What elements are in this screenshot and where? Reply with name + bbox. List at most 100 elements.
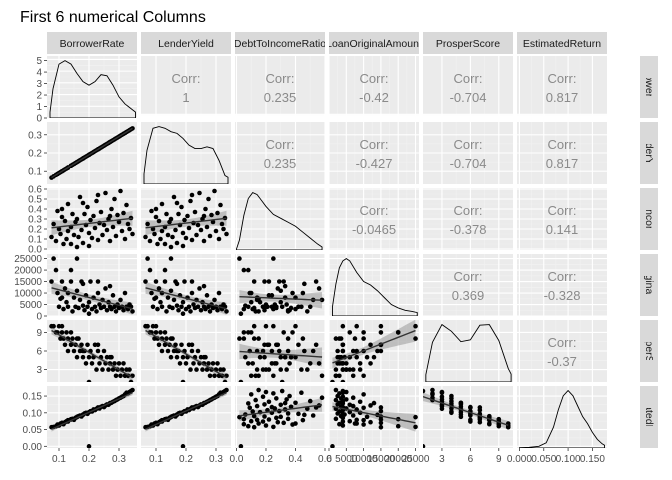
data-point	[68, 279, 74, 284]
data-point	[86, 444, 92, 448]
data-point	[357, 361, 363, 366]
data-point	[284, 302, 289, 307]
data-point	[188, 367, 193, 372]
data-point	[344, 389, 349, 395]
panel-loan-original-amount-vs-loan-original-amount	[328, 254, 419, 317]
strip-label: DebtToIncomeRatio	[643, 173, 655, 265]
data-point	[174, 354, 180, 360]
data-point	[256, 336, 261, 341]
x-tick-label: 15000	[367, 454, 395, 465]
data-point	[269, 348, 275, 354]
regression-line	[145, 329, 227, 379]
data-point	[159, 304, 165, 310]
data-point	[368, 419, 373, 425]
data-point	[271, 256, 276, 261]
data-point	[180, 230, 186, 236]
data-point	[251, 279, 257, 284]
data-point	[337, 409, 342, 414]
data-point	[86, 230, 92, 236]
data-point	[59, 323, 65, 329]
data-point	[430, 387, 435, 393]
data-point	[198, 227, 204, 233]
panel-estimated-return-vs-loan-original-amount	[328, 386, 419, 448]
x-tick-label: 0.3	[209, 454, 223, 465]
data-point	[171, 194, 177, 200]
panel-debt-to-income-ratio-vs-borrower-rate	[47, 188, 137, 250]
data-point	[180, 299, 186, 305]
data-point	[364, 354, 370, 360]
data-point	[176, 307, 181, 313]
data-point	[337, 391, 342, 396]
data-point	[262, 402, 267, 407]
data-point	[219, 221, 225, 227]
data-point	[80, 303, 86, 308]
data-point	[340, 423, 346, 428]
regression-line	[423, 396, 509, 426]
data-point	[164, 211, 169, 217]
y-tick-label: 2	[36, 91, 42, 102]
data-point	[265, 342, 270, 348]
data-point	[293, 400, 298, 406]
data-point	[251, 424, 257, 430]
data-point	[107, 213, 113, 219]
data-point	[68, 267, 74, 273]
data-point	[245, 423, 251, 429]
data-point	[173, 342, 178, 348]
corr-label: Corr:	[172, 71, 201, 86]
density-layer	[425, 323, 512, 382]
data-point	[253, 397, 258, 403]
data-point	[347, 418, 353, 424]
data-point	[122, 236, 128, 242]
data-point	[109, 206, 114, 212]
data-point	[333, 336, 339, 341]
data-point	[103, 190, 108, 196]
x-tick-label: 0.150	[580, 454, 605, 465]
data-point	[245, 267, 251, 273]
strip-label: LoanOriginalAmount	[643, 237, 655, 333]
data-point	[313, 279, 319, 284]
y-tick-label: 4	[36, 68, 42, 79]
density-curve	[332, 258, 418, 316]
data-point	[266, 417, 272, 422]
data-point	[113, 233, 119, 239]
strip-background	[640, 122, 658, 184]
corr-label: Corr:	[454, 137, 483, 152]
data-point	[82, 307, 87, 313]
data-point	[243, 354, 248, 360]
data-point	[153, 330, 159, 335]
data-point	[350, 395, 356, 401]
data-point	[68, 330, 74, 335]
panel-prosper-score-vs-lender-yield	[141, 320, 231, 382]
data-point	[344, 367, 349, 372]
data-point	[290, 290, 295, 296]
data-point	[221, 367, 226, 372]
data-point	[468, 417, 473, 423]
data-point	[59, 206, 65, 212]
data-point	[179, 204, 184, 210]
data-point	[179, 342, 184, 348]
data-point	[116, 219, 122, 225]
data-point	[215, 361, 220, 366]
data-point	[194, 232, 199, 238]
data-point	[162, 267, 168, 273]
strip-label: LenderYield	[643, 125, 655, 181]
scatter-layer	[330, 387, 418, 448]
data-point	[209, 212, 214, 218]
data-point	[186, 225, 192, 231]
data-point	[62, 342, 68, 348]
data-point	[183, 361, 189, 366]
data-point	[305, 309, 310, 314]
data-point	[357, 399, 363, 405]
data-point	[158, 330, 163, 335]
data-point	[241, 336, 247, 341]
data-point	[174, 303, 180, 308]
data-point	[224, 387, 229, 393]
data-point	[413, 323, 418, 329]
data-point	[65, 228, 71, 234]
data-point	[95, 290, 101, 296]
panel-debt-to-income-ratio-vs-prosper-score: Corr: -0.378	[423, 188, 513, 250]
data-point	[276, 279, 282, 284]
data-point	[206, 361, 211, 366]
data-point	[378, 420, 384, 426]
data-point	[98, 209, 104, 215]
